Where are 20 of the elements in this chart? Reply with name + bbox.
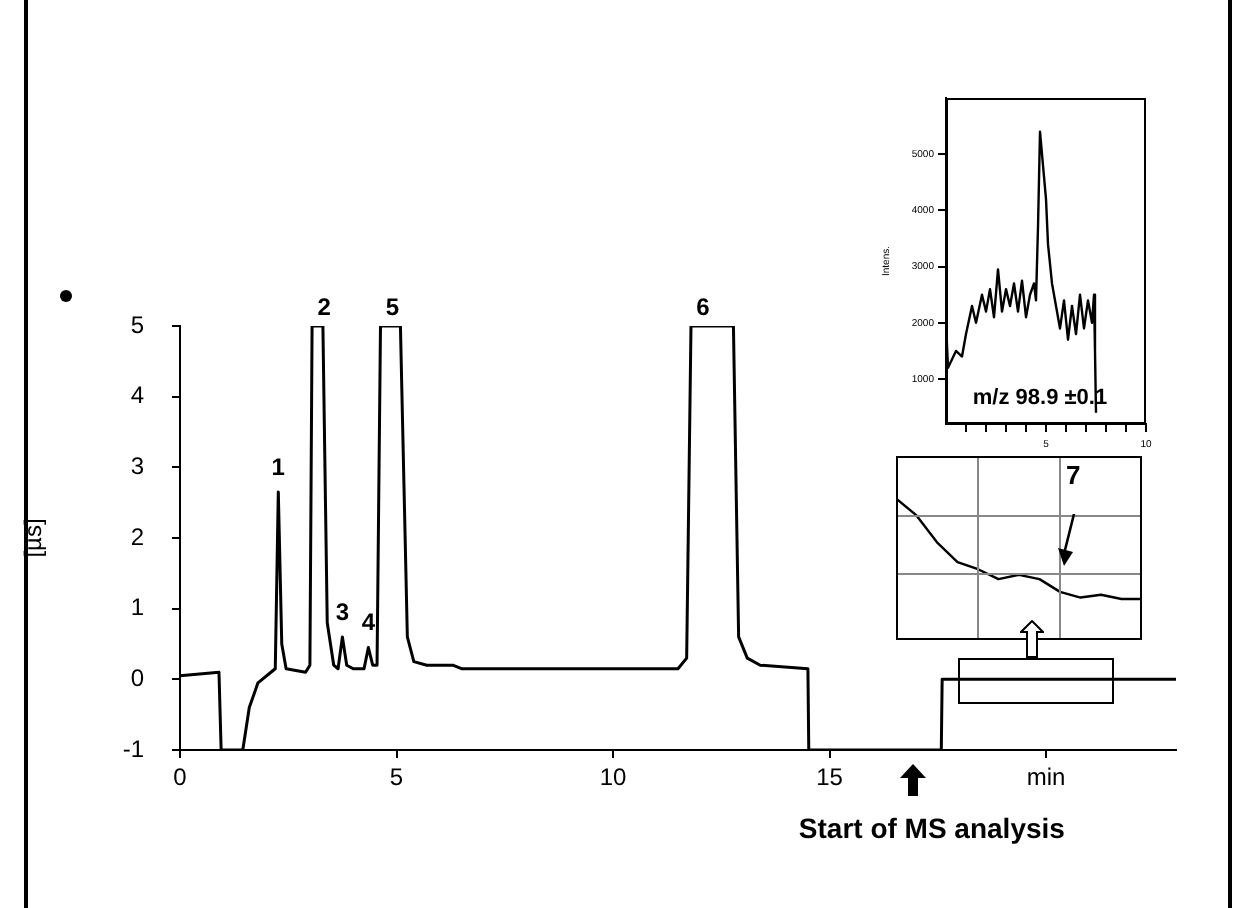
annotation: Start of MS analysis bbox=[798, 811, 1066, 844]
y-tick-label: 2 bbox=[130, 522, 145, 551]
annotation: 3 bbox=[335, 597, 350, 626]
x-tick-label: 0 bbox=[173, 763, 188, 792]
x-tick-label: 10 bbox=[599, 763, 628, 792]
annotation: 7 bbox=[1065, 460, 1081, 491]
annotation: 1 bbox=[271, 452, 286, 481]
annotation: 6 bbox=[696, 292, 711, 321]
x-tick-label: 15 bbox=[816, 763, 844, 792]
y-tick-label: 5 bbox=[130, 310, 145, 339]
y-tick-label: 3 bbox=[130, 451, 145, 480]
x-tick-label: 5 bbox=[389, 763, 404, 792]
y-tick-label: -1 bbox=[122, 734, 145, 763]
annotation: 5 bbox=[385, 292, 400, 321]
x-tick-label: min bbox=[1026, 763, 1066, 792]
y-tick-label: 0 bbox=[130, 663, 145, 692]
annotation: 4 bbox=[361, 608, 376, 637]
annotation: 2 bbox=[317, 292, 332, 321]
y-tick-label: 1 bbox=[130, 593, 145, 622]
y-tick-label: 4 bbox=[130, 381, 145, 410]
